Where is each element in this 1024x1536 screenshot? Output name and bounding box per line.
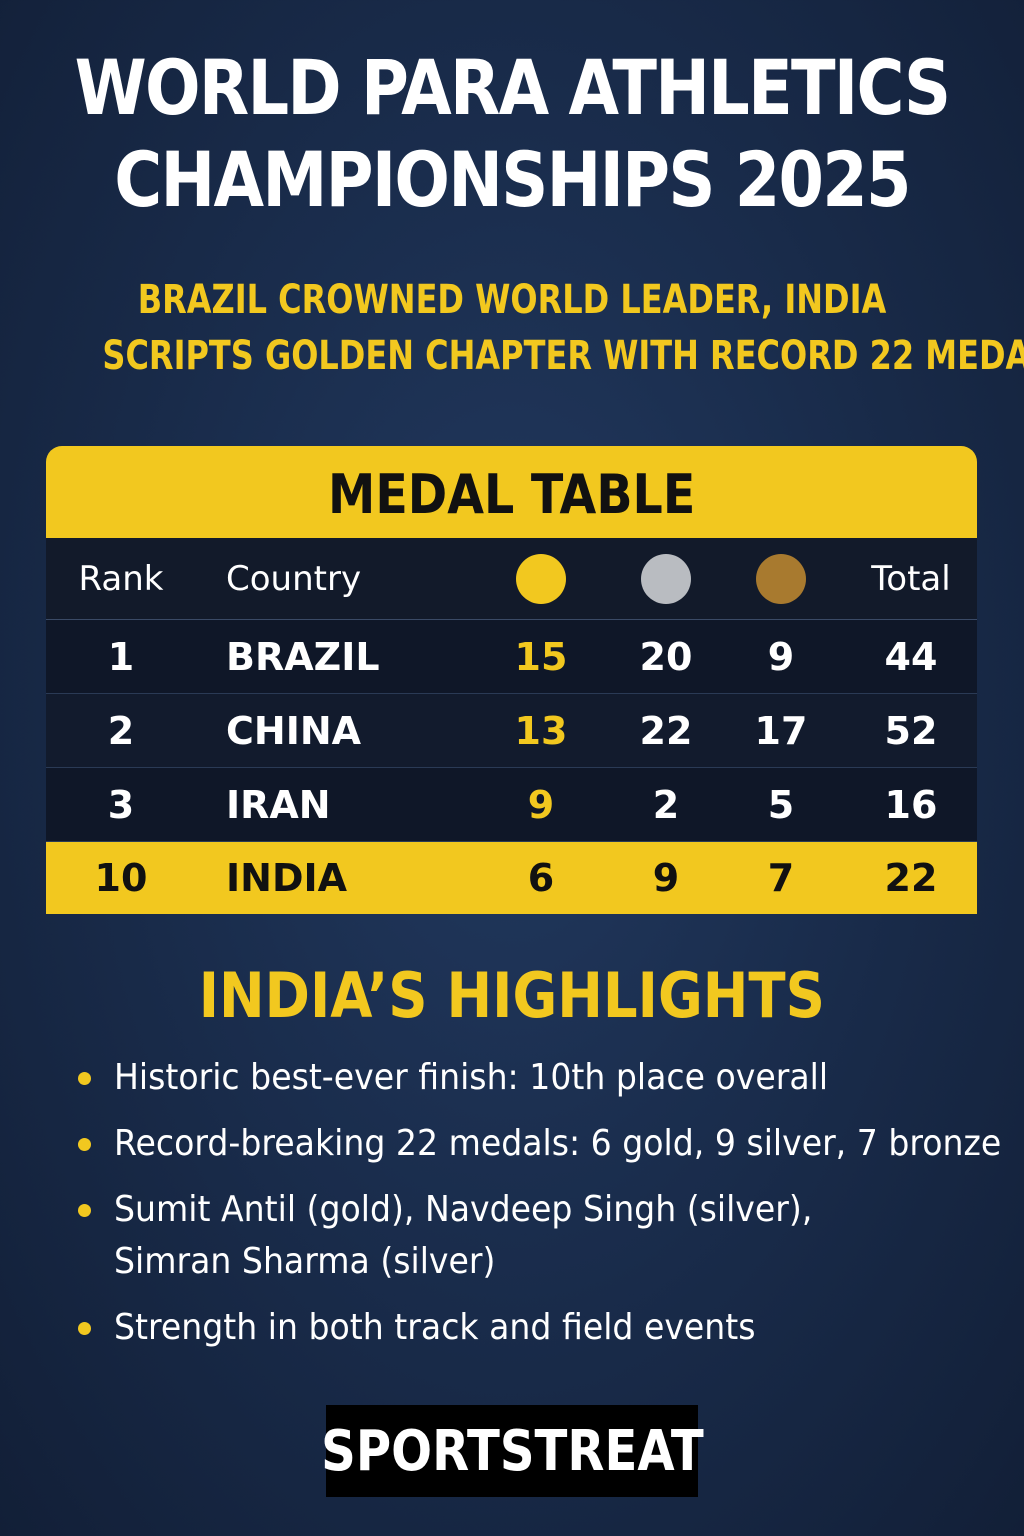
rank-cell: 2 — [107, 708, 135, 753]
list-item: Sumit Antil (gold), Navdeep Singh (silve… — [72, 1184, 873, 1288]
total-count-cell: 52 — [884, 708, 938, 753]
sportstreat-logo: SPORTSTREAT — [321, 1405, 703, 1497]
bronze-count-cell: 7 — [767, 856, 795, 900]
silver-count-cell: 9 — [652, 856, 680, 900]
title-line-1: WORLD PARA ATHLETICS — [74, 43, 951, 132]
column-header-bronze — [736, 538, 826, 619]
table-row: 1 BRAZIL 15 20 9 44 — [46, 620, 977, 694]
bronze-count-cell: 9 — [767, 634, 795, 679]
silver-count-cell: 22 — [639, 708, 693, 753]
list-item: Strength in both track and field events — [72, 1302, 811, 1354]
list-item-text: Strength in both track and field events — [114, 1307, 756, 1348]
medal-table-heading: MEDAL TABLE — [46, 446, 977, 538]
column-header-silver — [621, 538, 711, 619]
rank-cell: 1 — [107, 634, 135, 679]
gold-count-cell: 6 — [527, 856, 555, 900]
rank-cell: 10 — [94, 856, 148, 900]
column-header-total: Total — [871, 558, 951, 599]
subtitle-line-1: BRAZIL CROWNED WORLD LEADER, INDIA — [137, 277, 887, 323]
gold-count-cell: 13 — [514, 708, 568, 753]
list-item-text: Sumit Antil (gold), Navdeep Singh (silve… — [114, 1189, 813, 1230]
bullet-icon — [78, 1138, 91, 1151]
country-cell: CHINA — [226, 708, 362, 753]
column-header-gold — [496, 538, 586, 619]
medal-table-header-row: Rank Country Total — [46, 538, 977, 620]
gold-count-cell: 15 — [514, 634, 568, 679]
column-header-country: Country — [226, 558, 362, 599]
bullet-icon — [78, 1322, 91, 1335]
title-line-2: CHAMPIONSHIPS 2025 — [114, 135, 911, 224]
page-title: WORLD PARA ATHLETICS CHAMPIONSHIPS 2025 — [72, 42, 953, 226]
subtitle-line-2: SCRIPTS GOLDEN CHAPTER WITH RECORD 22 ME… — [102, 333, 1024, 379]
total-count-cell: 16 — [884, 782, 938, 827]
silver-count-cell: 2 — [652, 782, 680, 827]
bullet-icon — [78, 1204, 91, 1217]
gold-count-cell: 9 — [527, 782, 555, 827]
bronze-count-cell: 5 — [767, 782, 795, 827]
list-item: Record-breaking 22 medals: 6 gold, 9 sil… — [72, 1118, 1024, 1170]
bronze-count-cell: 17 — [754, 708, 808, 753]
bronze-medal-icon — [756, 553, 806, 604]
table-row: 2 CHINA 13 22 17 52 — [46, 694, 977, 768]
silver-count-cell: 20 — [639, 634, 693, 679]
medal-table: MEDAL TABLE Rank Country Total 1 BRAZIL … — [46, 446, 977, 914]
total-count-cell: 44 — [884, 634, 938, 679]
list-item-text: Record-breaking 22 medals: 6 gold, 9 sil… — [114, 1123, 1002, 1164]
country-cell: BRAZIL — [226, 634, 380, 679]
highlights-heading: INDIA’S HIGHLIGHTS — [198, 959, 826, 1032]
rank-cell: 3 — [107, 782, 135, 827]
list-item: Historic best-ever finish: 10th place ov… — [72, 1052, 890, 1104]
table-row: 3 IRAN 9 2 5 16 — [46, 768, 977, 842]
column-header-rank: Rank — [78, 558, 164, 599]
list-item-text-continued: Simran Sharma (silver) — [114, 1241, 496, 1282]
gold-medal-icon — [516, 553, 566, 604]
page-subtitle: BRAZIL CROWNED WORLD LEADER, INDIA SCRIP… — [102, 272, 1024, 384]
list-item-text: Historic best-ever finish: 10th place ov… — [114, 1057, 829, 1098]
logo-text: SPORTSTREAT — [320, 1418, 704, 1484]
table-row-highlighted-india: 10 INDIA 6 9 7 22 — [46, 842, 977, 914]
country-cell: INDIA — [226, 856, 348, 900]
country-cell: IRAN — [226, 782, 331, 827]
silver-medal-icon — [641, 553, 691, 604]
total-count-cell: 22 — [884, 856, 938, 900]
bullet-icon — [78, 1072, 91, 1085]
